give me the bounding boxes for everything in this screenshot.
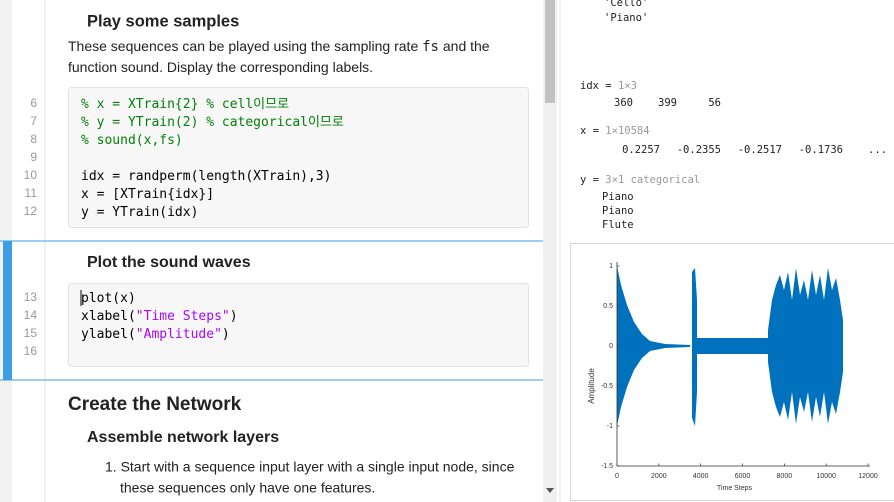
paragraph-text: fs [422,39,439,55]
editor-pane [0,0,543,502]
y-tick-label: -0.5 [601,383,613,390]
output-value: 0.2257 [622,144,660,156]
line-number: 13 [24,290,38,304]
output-value: Piano [602,191,634,203]
paragraph: These sequences can be played using the … [68,38,490,55]
waveform-segment [692,268,697,426]
output-value: -0.1736 [799,144,843,156]
y-tick-label: 0 [609,343,613,350]
code-line: % sound(x,fs) [81,133,183,148]
variable-name: idx = [580,80,618,92]
heading: Create the Network [68,394,242,415]
code-line: plot(x) [81,291,136,306]
code-token: % x = XTrain{2} % cell이므로 [81,97,289,112]
code-token: ) [230,309,238,324]
code-line: y = YTrain(idx) [81,205,198,220]
output-value: -0.2517 [738,144,782,156]
output-value: 'Piano' [604,12,648,24]
line-number: 16 [24,344,38,358]
x-tick-label: 2000 [651,473,667,480]
list-item: these sequences only have one features. [120,480,375,496]
output-header: idx = 1×3 [580,80,637,92]
output-more: ... [868,144,887,156]
code-token: y = YTrain(idx) [81,205,198,220]
output-value: Piano [602,205,634,217]
output-header: y = 3×1 categorical [580,174,700,186]
variable-size: 3×1 categorical [605,174,700,186]
output-value: 360 [614,97,633,109]
code-block[interactable] [68,283,529,367]
paragraph-text: function sound. Display the correspondin… [68,59,373,75]
scrollbar-track[interactable] [543,0,557,502]
variable-name: y = [580,174,605,186]
output-value: 56 [708,97,721,109]
variable-size: 1×3 [618,80,637,92]
paragraph: function sound. Display the correspondin… [68,59,373,75]
x-axis-label: Time Steps [717,485,753,492]
line-number: 9 [30,150,37,164]
output-header: x = 1×10584 [580,125,650,137]
y-axis-label: Amplitude [587,368,596,404]
line-number: 10 [24,168,38,182]
code-token: ) [222,327,230,342]
x-tick-label: 0 [615,473,619,480]
subheading: Assemble network layers [87,429,279,446]
x-tick-label: 10000 [816,473,836,480]
x-tick-label: 4000 [693,473,709,480]
heading: Plot the sound waves [87,254,251,271]
line-number: 14 [24,308,38,322]
waveform [617,266,843,426]
line-number: 12 [24,204,38,218]
code-line: idx = randperm(length(XTrain),3) [81,169,331,184]
variable-size: 1×10584 [605,125,649,137]
waveform-segment [768,268,843,424]
y-tick-label: 1 [609,263,613,270]
waveform-segment [617,266,690,426]
line-number: 6 [30,96,37,110]
output-value: -0.2355 [677,144,721,156]
code-token: ylabel( [81,327,136,342]
code-token: plot(x) [81,291,136,306]
x-tick-label: 8000 [777,473,793,480]
scrollbar-thumb[interactable] [545,0,555,103]
y-tick-label: -1.5 [601,463,613,470]
code-line: ylabel("Amplitude") [81,327,230,342]
code-line: xlabel("Time Steps") [81,309,238,324]
code-line: % y = YTrain(2) % categorical이므로 [81,115,344,130]
line-number: 7 [30,114,37,128]
y-tick-label: -1 [607,423,613,430]
heading: Play some samples [87,12,239,30]
line-number: 8 [30,132,37,146]
line-number: 15 [24,326,38,340]
line-number: 11 [25,186,38,200]
code-token: x = [XTrain{idx}] [81,187,214,202]
code-token: "Amplitude" [136,327,222,342]
code-token: idx = randperm(length(XTrain),3) [81,169,331,184]
paragraph-text: These sequences can be played using the … [68,38,422,54]
code-line: % x = XTrain{2} % cell이므로 [81,97,289,112]
code-token: xlabel( [81,309,136,324]
list-item: 1. Start with a sequence input layer wit… [105,459,515,475]
y-tick-label: 0.5 [603,303,613,310]
code-line: x = [XTrain{idx}] [81,187,214,202]
variable-name: x = [580,125,605,137]
output-value: 399 [658,97,677,109]
code-token: % sound(x,fs) [81,133,183,148]
output-value: 'Cello' [604,0,648,9]
x-tick-label: 12000 [858,473,878,480]
output-value: Flute [602,219,634,231]
x-tick-label: 6000 [735,473,751,480]
scroll-down[interactable] [546,488,554,493]
code-token: "Time Steps" [136,309,230,324]
paragraph-text: and the [439,38,490,54]
selection-bar [3,241,12,380]
waveform-segment [697,338,768,354]
code-block[interactable] [68,87,529,228]
code-token: % y = YTrain(2) % categorical이므로 [81,115,344,130]
